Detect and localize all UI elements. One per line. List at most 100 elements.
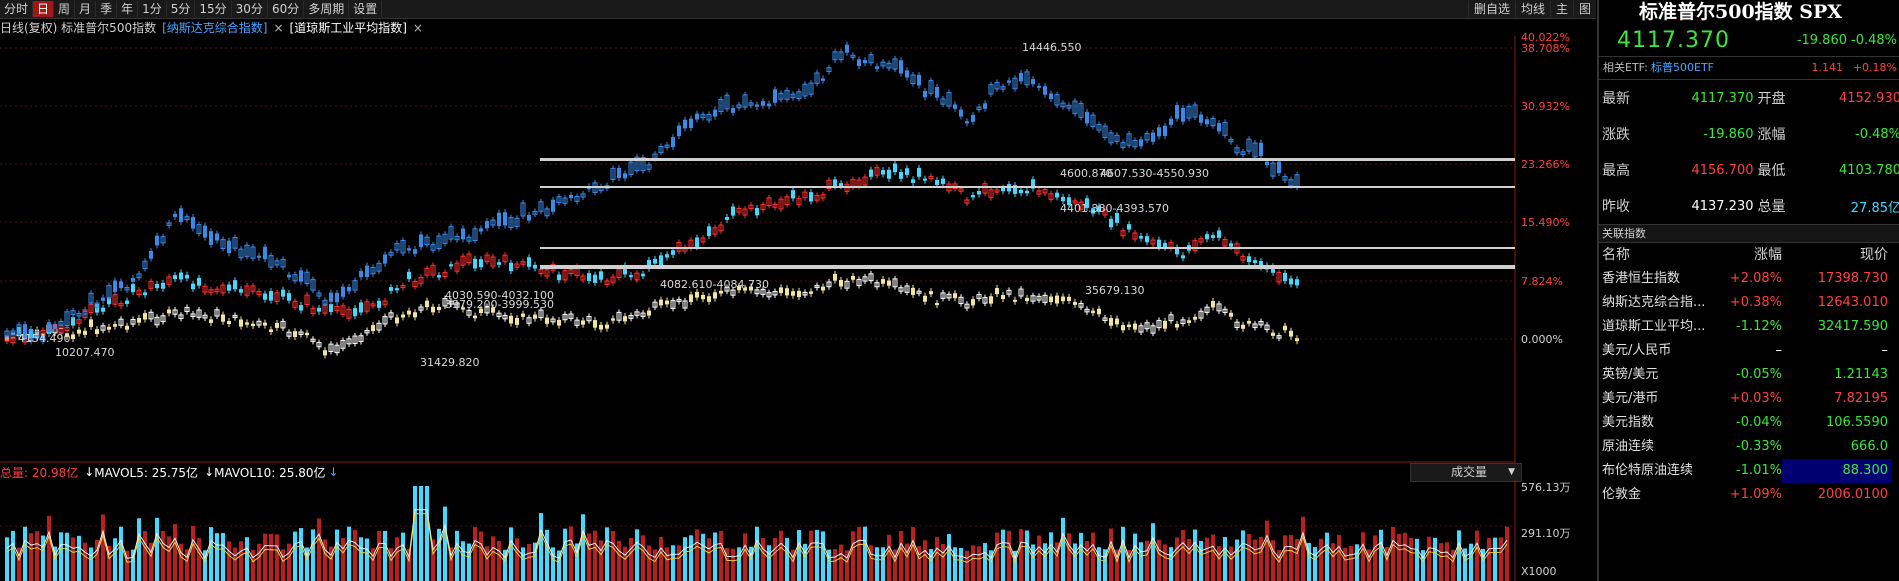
- nasdaq-candle: [784, 89, 790, 100]
- spx-candle: [1211, 235, 1215, 238]
- related-index-row[interactable]: 美元/人民币 – –: [1599, 339, 1899, 363]
- spx-candle: [1253, 260, 1257, 264]
- period-tab[interactable]: 分时: [0, 1, 34, 17]
- spx-candle: [502, 254, 508, 263]
- spx-candle: [514, 263, 520, 268]
- nasdaq-candle: [646, 164, 652, 170]
- volume-bar: [695, 529, 699, 581]
- dow-candle: [376, 322, 382, 331]
- volume-bar: [983, 543, 987, 581]
- spx-candle: [1139, 236, 1143, 239]
- volume-bar: [635, 529, 639, 581]
- chart-tool-button[interactable]: 主: [1549, 1, 1573, 17]
- close-icon[interactable]: ×: [273, 20, 284, 35]
- spx-candle: [490, 256, 496, 267]
- nasdaq-candle: [82, 310, 88, 315]
- period-tab[interactable]: 多周期: [304, 1, 350, 17]
- dow-candle: [958, 296, 964, 305]
- dow-candle: [382, 316, 388, 325]
- dow-candle: [77, 329, 81, 334]
- dow-candle: [724, 287, 730, 292]
- dow-candle: [628, 314, 634, 319]
- related-indices-header: 关联指数: [1599, 224, 1899, 243]
- spx-candle: [442, 271, 448, 277]
- nasdaq-candle: [232, 236, 238, 249]
- nasdaq-candle: [160, 236, 166, 244]
- stat-label: 总量: [1757, 199, 1786, 215]
- volume-bar: [623, 546, 627, 581]
- related-index-row[interactable]: 香港恒生指数 +2.08% 17398.730: [1599, 267, 1899, 291]
- period-tab[interactable]: 季: [96, 1, 118, 17]
- spx-candle: [527, 257, 531, 267]
- period-tab[interactable]: 设置: [349, 1, 383, 17]
- volume-bar: [353, 529, 357, 581]
- nasdaq-candle: [1102, 125, 1108, 138]
- volume-bar: [593, 530, 597, 581]
- period-tab[interactable]: 30分: [232, 1, 268, 17]
- spx-candle: [1127, 224, 1131, 230]
- period-tab[interactable]: 周: [54, 1, 76, 17]
- volume-bar: [677, 545, 681, 581]
- related-index-row[interactable]: 美元指数 -0.04% 106.5590: [1599, 411, 1899, 435]
- period-tab[interactable]: 日: [33, 1, 55, 17]
- dow-candle: [1091, 310, 1095, 314]
- related-index-row[interactable]: 布伦特原油连续 -1.01% 88.300: [1599, 459, 1899, 483]
- chart-tool-button[interactable]: 均线: [1514, 1, 1550, 17]
- period-tab[interactable]: 15分: [195, 1, 232, 17]
- related-etf[interactable]: 相关ETF: 标普500ETF 1.141 +0.18%: [1599, 56, 1899, 80]
- nasdaq-candle: [347, 286, 351, 292]
- volume-bar: [563, 528, 567, 581]
- related-index-row[interactable]: 原油连续 -0.33% 666.0: [1599, 435, 1899, 459]
- volume-bar: [179, 543, 183, 581]
- related-index-row[interactable]: 伦敦金 +1.09% 2006.0100: [1599, 483, 1899, 507]
- chart-tool-button[interactable]: 删自选: [1467, 1, 1515, 17]
- nasdaq-candle: [413, 249, 417, 254]
- related-index-row[interactable]: 纳斯达克综合指... +0.38% 12643.010: [1599, 291, 1899, 315]
- dow-candle: [887, 280, 891, 286]
- period-tab[interactable]: 5分: [167, 1, 196, 17]
- nasdaq-candle: [203, 225, 207, 238]
- volume-bar: [1397, 533, 1401, 581]
- dow-candle: [971, 299, 975, 306]
- volume-bar: [641, 535, 645, 581]
- volume-chart[interactable]: [0, 480, 1596, 581]
- close-icon[interactable]: ×: [412, 20, 423, 35]
- nasdaq-candle: [370, 266, 376, 275]
- related-index-row[interactable]: 美元/港币 +0.03% 7.82195: [1599, 387, 1899, 411]
- spx-candle: [899, 172, 903, 179]
- spx-candle: [1031, 179, 1035, 189]
- dow-candle: [461, 307, 465, 310]
- period-tab[interactable]: 60分: [268, 1, 305, 17]
- related-index-row[interactable]: 英镑/美元 -0.05% 1.21143: [1599, 363, 1899, 387]
- period-tab[interactable]: 年: [117, 1, 139, 17]
- period-tab[interactable]: 1分: [138, 1, 167, 17]
- nasdaq-candle: [1085, 111, 1089, 124]
- overlay-dow-label[interactable]: [道琼斯工业平均指数]: [289, 21, 407, 35]
- dow-candle: [334, 344, 340, 354]
- volume-bar: [755, 526, 759, 581]
- stat-value: -0.48%: [1855, 126, 1899, 142]
- dow-candle: [340, 339, 346, 349]
- volume-bar: [47, 515, 51, 581]
- nasdaq-candle: [47, 322, 51, 332]
- spx-candle: [1247, 256, 1251, 263]
- volume-indicator-select[interactable]: 成交量 ▼: [1410, 463, 1522, 482]
- volume-bar: [923, 540, 927, 581]
- nasdaq-candle: [610, 167, 616, 180]
- nasdaq-candle: [724, 94, 730, 110]
- volume-bar: [1001, 529, 1005, 581]
- overlay-nasdaq-label[interactable]: [纳斯达克综合指数]: [162, 21, 268, 35]
- nasdaq-candle: [274, 260, 280, 266]
- volume-bar: [971, 545, 975, 581]
- volume-bar: [299, 528, 303, 581]
- nasdaq-candle: [149, 250, 153, 259]
- spx-candle: [905, 168, 909, 175]
- chart-tool-button[interactable]: 图: [1572, 1, 1596, 17]
- nasdaq-candle: [383, 254, 387, 264]
- related-index-row[interactable]: 道琼斯工业平均... -1.12% 32417.590: [1599, 315, 1899, 339]
- nasdaq-candle: [376, 262, 382, 272]
- volume-bar: [455, 530, 459, 581]
- period-tab[interactable]: 月: [75, 1, 97, 17]
- dow-candle: [1049, 296, 1053, 303]
